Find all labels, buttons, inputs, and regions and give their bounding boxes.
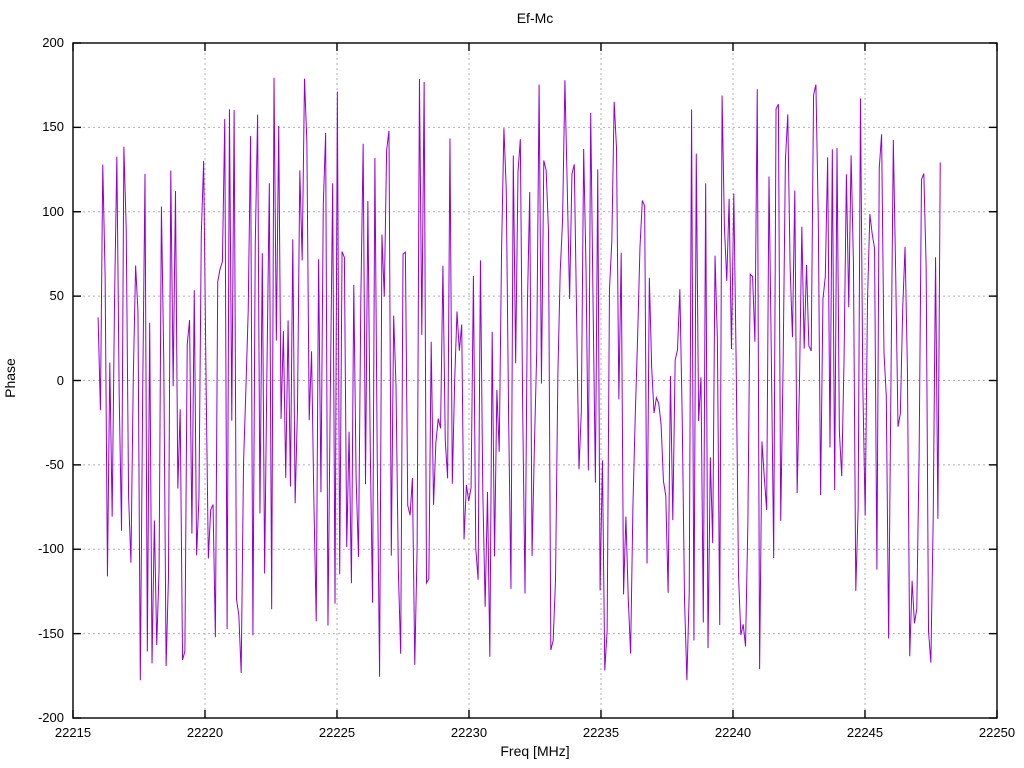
phase-trace [97, 77, 941, 681]
x-tick-label: 22240 [714, 725, 752, 740]
x-tick-label: 22230 [450, 725, 488, 740]
x-tick-label: 22215 [54, 725, 92, 740]
plot-border [72, 42, 998, 719]
phase-trace-layer [97, 77, 941, 681]
y-tick-label: 150 [42, 119, 64, 135]
x-tick-label: 22225 [318, 725, 356, 740]
y-tick-label: 0 [56, 372, 64, 388]
y-tick-label: 100 [42, 203, 64, 219]
y-tick-label: 50 [49, 288, 64, 304]
y-tick-label: -100 [37, 541, 64, 557]
x-tick-label: 22220 [186, 725, 224, 740]
grid-lines [73, 43, 997, 718]
y-tick-label: -50 [45, 456, 64, 472]
y-tick-label: -150 [37, 625, 64, 641]
x-axis-title: Freq [MHz] [500, 743, 570, 759]
y-tick-label: 200 [42, 35, 64, 50]
plot-title: Ef-Mc [516, 10, 554, 26]
x-tick-label: 22245 [846, 725, 884, 740]
x-tick-label: 22235 [582, 725, 620, 740]
y-tick-label: -200 [37, 710, 64, 725]
x-tick-label: 22250 [978, 725, 1016, 740]
